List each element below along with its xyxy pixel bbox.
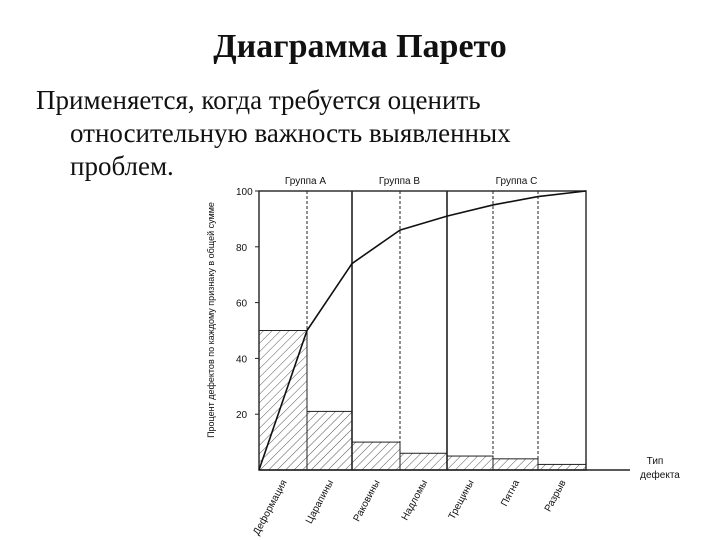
bar [446, 455, 494, 471]
bar [492, 458, 539, 471]
paragraph-line: относительную важность выявленных [70, 118, 511, 148]
slide-paragraph: Применяется, когда требуется оценить отн… [36, 84, 636, 183]
bar [306, 410, 353, 471]
cumulative-line [258, 190, 587, 471]
x-axis-title: Тип [647, 456, 664, 467]
category-label: Трещины [447, 478, 477, 521]
bar [351, 441, 401, 471]
bar [537, 463, 587, 471]
y-tick-label: 100 [236, 187, 253, 198]
category-label: Надломы [400, 478, 430, 522]
y-tick-label: 20 [236, 410, 248, 421]
group-label: Группа В [379, 176, 420, 187]
paragraph-line: проблем. [70, 151, 174, 181]
bar [399, 452, 448, 471]
y-tick-label: 60 [236, 299, 248, 310]
category-label: Разрыв [543, 478, 569, 514]
category-label: Раковины [352, 478, 383, 523]
group-label: Группа А [285, 176, 326, 187]
y-axis-title: Процент дефектов по каждому признаку в о… [206, 202, 216, 438]
paragraph-line: Применяется, когда требуется оценить [36, 85, 481, 115]
group-label: Группа С [496, 176, 538, 187]
category-label: Деформация [250, 478, 289, 537]
category-label: Пятна [499, 478, 522, 509]
slide-title: Диаграмма Парето [213, 28, 507, 65]
x-axis-title: дефекта [640, 469, 680, 481]
y-tick-label: 40 [236, 354, 248, 365]
y-tick-label: 80 [236, 243, 248, 254]
category-label: Царапины [304, 478, 336, 526]
